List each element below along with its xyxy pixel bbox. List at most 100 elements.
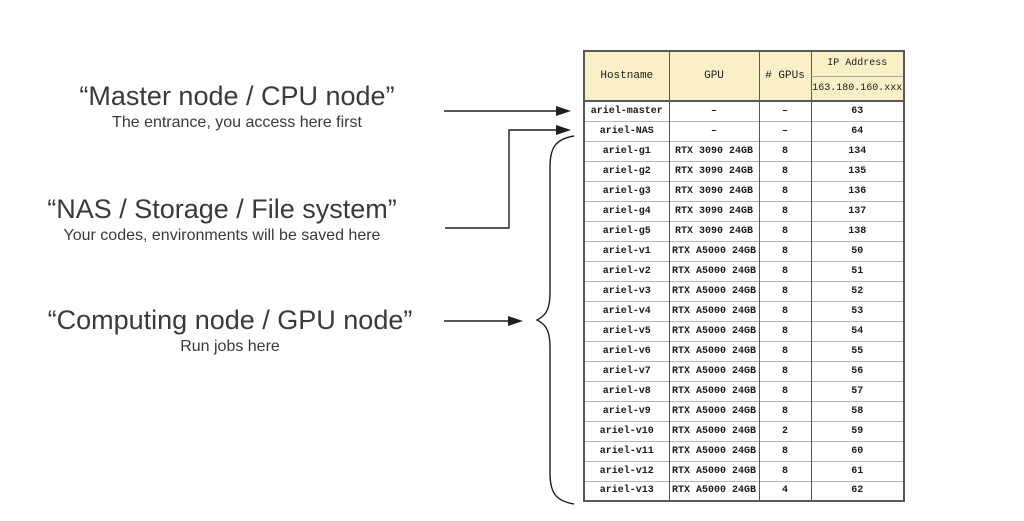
cell-ip: 60 (810, 440, 904, 461)
table-header: Hostname GPU # GPUs IP Address 163.180.1… (583, 51, 904, 102)
cell-ip: 55 (810, 340, 904, 361)
table-row: ariel-v7 RTX A5000 24GB 8 56 (583, 360, 904, 381)
cell-hostname: ariel-v11 (583, 440, 669, 461)
cell-hostname: ariel-v7 (583, 360, 669, 381)
cell-ip: 134 (810, 140, 904, 161)
cell-ip: 138 (810, 220, 904, 241)
annotation-nas-node: “NAS / Storage / File system” Your codes… (12, 194, 432, 246)
header-ip-prefix: 163.180.160.xxx (810, 76, 904, 102)
cell-gpu: RTX A5000 24GB (668, 420, 759, 441)
cell-hostname: ariel-v4 (583, 300, 669, 321)
cell-hostname: ariel-v6 (583, 340, 669, 361)
table-row: ariel-g4 RTX 3090 24GB 8 137 (583, 200, 904, 221)
cell-gpu: RTX A5000 24GB (668, 400, 759, 421)
table-row: ariel-v2 RTX A5000 24GB 8 51 (583, 260, 904, 281)
cell-gpu: RTX A5000 24GB (668, 480, 759, 501)
cell-gpu: RTX 3090 24GB (668, 160, 759, 181)
cell-gpu: RTX A5000 24GB (668, 240, 759, 261)
table-row: ariel-NAS – – 64 (583, 120, 904, 141)
cell-ip: 62 (810, 480, 904, 501)
cell-gpu: RTX A5000 24GB (668, 380, 759, 401)
cell-gpu: RTX A5000 24GB (668, 460, 759, 481)
cell-hostname: ariel-v8 (583, 380, 669, 401)
table-row: ariel-v5 RTX A5000 24GB 8 54 (583, 320, 904, 341)
cell-hostname: ariel-v5 (583, 320, 669, 341)
table-row: ariel-v6 RTX A5000 24GB 8 55 (583, 340, 904, 361)
cell-ip: 59 (810, 420, 904, 441)
cell-hostname: ariel-g5 (583, 220, 669, 241)
annotation-master-subtitle: The entrance, you access here first (112, 114, 362, 131)
cell-gpu: RTX A5000 24GB (668, 320, 759, 341)
table-row: ariel-v10 RTX A5000 24GB 2 59 (583, 420, 904, 441)
cluster-table-container: Hostname GPU # GPUs IP Address 163.180.1… (583, 50, 905, 502)
cell-num-gpus: 8 (758, 220, 811, 241)
cell-hostname: ariel-v12 (583, 460, 669, 481)
header-hostname: Hostname (583, 51, 669, 102)
cell-ip: 54 (810, 320, 904, 341)
cell-ip: 53 (810, 300, 904, 321)
annotation-computing-subtitle: Run jobs here (180, 338, 280, 355)
cell-gpu: RTX A5000 24GB (668, 300, 759, 321)
cell-num-gpus: 8 (758, 200, 811, 221)
table-row: ariel-g3 RTX 3090 24GB 8 136 (583, 180, 904, 201)
table-row: ariel-g1 RTX 3090 24GB 8 134 (583, 140, 904, 161)
annotation-nas-subtitle: Your codes, environments will be saved h… (63, 227, 381, 244)
cell-hostname: ariel-g3 (583, 180, 669, 201)
cell-ip: 51 (810, 260, 904, 281)
master-arrow (444, 106, 571, 116)
cell-num-gpus: 8 (758, 240, 811, 261)
cell-num-gpus: 8 (758, 440, 811, 461)
nas-arrow (445, 125, 571, 229)
cell-hostname: ariel-v13 (583, 480, 669, 501)
cell-num-gpus: 8 (758, 260, 811, 281)
table-row: ariel-v11 RTX A5000 24GB 8 60 (583, 440, 904, 461)
cell-hostname: ariel-g4 (583, 200, 669, 221)
cell-num-gpus: 8 (758, 460, 811, 481)
cell-hostname: ariel-NAS (583, 120, 669, 141)
cell-num-gpus: – (758, 100, 811, 121)
table-row: ariel-v3 RTX A5000 24GB 8 52 (583, 280, 904, 301)
annotation-master-title: “Master node / CPU node” (79, 81, 395, 111)
table-row: ariel-v8 RTX A5000 24GB 8 57 (583, 380, 904, 401)
cell-gpu: RTX 3090 24GB (668, 180, 759, 201)
cell-num-gpus: 8 (758, 320, 811, 341)
cell-gpu: – (668, 120, 759, 141)
cell-ip: 64 (810, 120, 904, 141)
cell-gpu: RTX A5000 24GB (668, 280, 759, 301)
header-gpu: GPU (668, 51, 759, 102)
table-row: ariel-v1 RTX A5000 24GB 8 50 (583, 240, 904, 261)
cell-hostname: ariel-v10 (583, 420, 669, 441)
table-row: ariel-v12 RTX A5000 24GB 8 61 (583, 460, 904, 481)
annotation-master-node: “Master node / CPU node” The entrance, y… (27, 81, 447, 133)
cell-ip: 63 (810, 100, 904, 121)
cell-ip: 137 (810, 200, 904, 221)
cell-hostname: ariel-v3 (583, 280, 669, 301)
cell-gpu: RTX A5000 24GB (668, 440, 759, 461)
cell-ip: 136 (810, 180, 904, 201)
cluster-table: Hostname GPU # GPUs IP Address 163.180.1… (583, 50, 905, 502)
computing-arrow (444, 316, 523, 326)
table-row: ariel-v9 RTX A5000 24GB 8 58 (583, 400, 904, 421)
header-num-gpus: # GPUs (758, 51, 811, 102)
cell-hostname: ariel-g1 (583, 140, 669, 161)
cell-num-gpus: 8 (758, 180, 811, 201)
header-ip-address: IP Address (810, 51, 904, 77)
cell-gpu: RTX 3090 24GB (668, 140, 759, 161)
cell-num-gpus: 8 (758, 340, 811, 361)
table-row: ariel-v4 RTX A5000 24GB 8 53 (583, 300, 904, 321)
annotation-computing-title: “Computing node / GPU node” (47, 305, 413, 335)
cell-num-gpus: 8 (758, 300, 811, 321)
cell-gpu: RTX 3090 24GB (668, 200, 759, 221)
cell-num-gpus: 4 (758, 480, 811, 501)
table-body: ariel-master – – 63 ariel-NAS – – 64 ari… (583, 100, 904, 501)
cell-gpu: RTX A5000 24GB (668, 260, 759, 281)
annotation-computing-node: “Computing node / GPU node” Run jobs her… (20, 305, 440, 357)
cell-ip: 135 (810, 160, 904, 181)
cell-hostname: ariel-v9 (583, 400, 669, 421)
cell-num-gpus: 8 (758, 380, 811, 401)
cell-hostname: ariel-v1 (583, 240, 669, 261)
cell-num-gpus: 2 (758, 420, 811, 441)
table-row: ariel-master – – 63 (583, 100, 904, 121)
cell-ip: 52 (810, 280, 904, 301)
